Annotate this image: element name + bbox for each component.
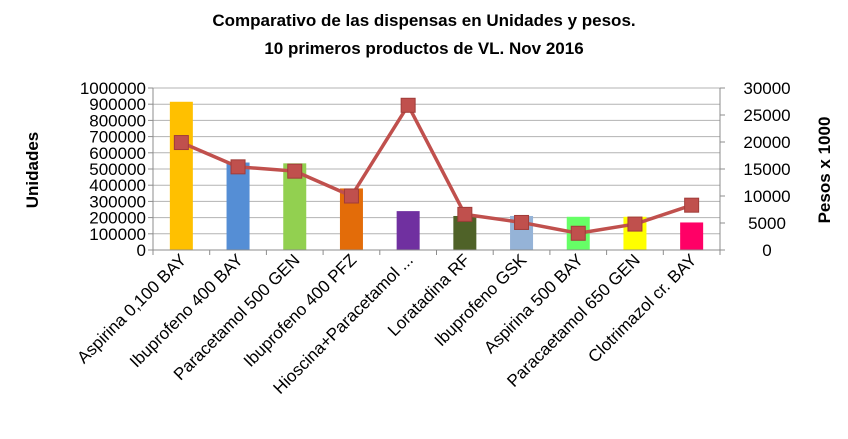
- category-label: Aspirina 500 BAY: [480, 250, 587, 357]
- line-marker: [570, 225, 586, 241]
- chart-subtitle: 10 primeros productos de VL. Nov 2016: [264, 39, 583, 58]
- line-marker: [457, 206, 473, 222]
- chart-title: Comparativo de las dispensas en Unidades…: [212, 11, 635, 30]
- y2-tick-label: 25000: [743, 106, 790, 125]
- y-tick-label: 500000: [89, 160, 146, 179]
- bar: [339, 188, 363, 250]
- bar: [226, 162, 250, 250]
- y2-axis-label: Pesos x 1000: [815, 117, 834, 224]
- line-marker: [627, 216, 643, 232]
- left-axis-ticks: 0100000200000300000400000500000600000700…: [80, 79, 146, 260]
- y2-tick-label: 5000: [748, 214, 786, 233]
- bar: [680, 222, 704, 250]
- y-tick-label: 0: [137, 241, 146, 260]
- axes: [148, 87, 725, 255]
- line-series: [173, 97, 700, 241]
- y-tick-label: 200000: [89, 209, 146, 228]
- bar: [396, 211, 420, 250]
- bars: [169, 101, 704, 251]
- category-label: Clotrimazol cr. BAY: [584, 250, 700, 366]
- line-marker: [287, 163, 303, 179]
- y-tick-label: 1000000: [80, 79, 146, 98]
- y-axis-label: Unidades: [23, 132, 42, 209]
- y-tick-label: 100000: [89, 225, 146, 244]
- y-tick-label: 900000: [89, 95, 146, 114]
- y2-tick-label: 30000: [743, 79, 790, 98]
- line-marker: [173, 135, 189, 151]
- y2-tick-label: 15000: [743, 160, 790, 179]
- y-tick-label: 600000: [89, 144, 146, 163]
- line-marker: [230, 159, 246, 175]
- line-marker: [514, 214, 530, 230]
- y-tick-label: 800000: [89, 111, 146, 130]
- line-marker: [684, 197, 700, 213]
- right-axis-ticks: 0 5000 10000 15000 20000 25000 30000: [743, 79, 790, 260]
- category-label: Aspirina 0,100 BAY: [73, 250, 190, 367]
- y2-tick-label: 10000: [743, 187, 790, 206]
- bar: [283, 163, 307, 250]
- line-marker: [343, 188, 359, 204]
- y-tick-label: 300000: [89, 192, 146, 211]
- y-tick-label: 400000: [89, 176, 146, 195]
- bar: [169, 101, 193, 251]
- y2-tick-label: 0: [762, 241, 771, 260]
- y-tick-label: 700000: [89, 128, 146, 147]
- line-path: [180, 103, 693, 236]
- y2-tick-label: 20000: [743, 133, 790, 152]
- line-marker: [400, 97, 416, 113]
- bar: [453, 215, 477, 250]
